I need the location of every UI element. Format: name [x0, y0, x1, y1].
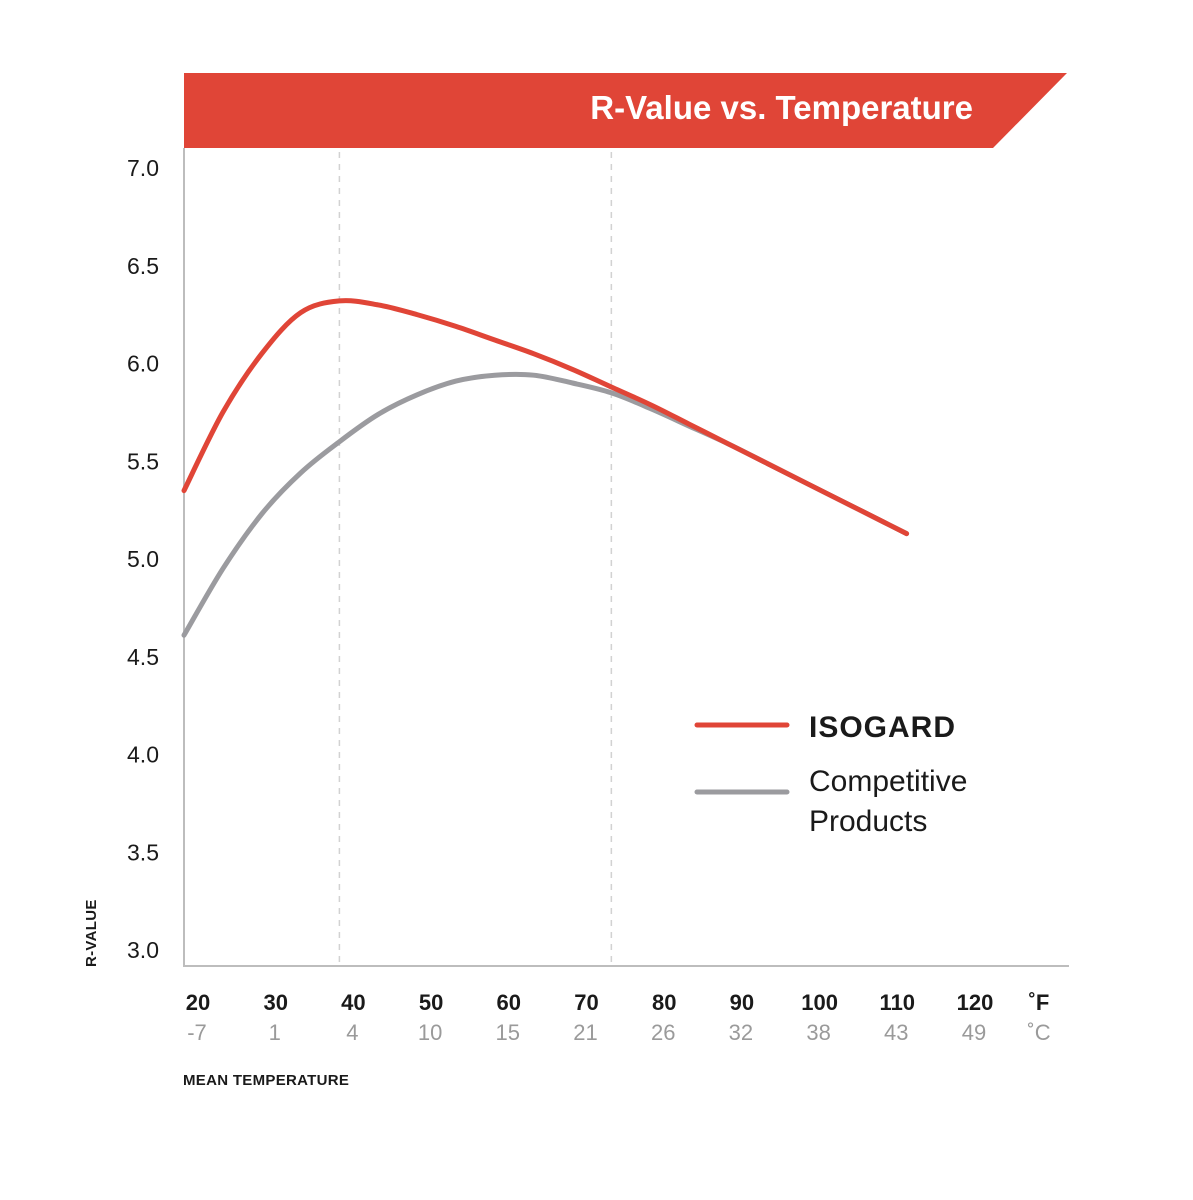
- x-tick-label-c: 43: [884, 1020, 908, 1045]
- x-tick-label-c: 32: [729, 1020, 753, 1045]
- x-unit-c: ˚C: [1027, 1020, 1050, 1045]
- x-tick-label-f: 60: [497, 990, 521, 1015]
- x-axis-ticks: 20 -7 30 1 40 4 50 10 60 15 70 21 80 26 90 32 100 38 110 43…: [186, 990, 1051, 1045]
- reference-lines: [338, 152, 613, 966]
- x-axis-label: MEAN TEMPERATURE: [183, 1072, 349, 1089]
- y-tick-label: 5.0: [127, 546, 159, 572]
- y-tick-label: 4.0: [127, 742, 159, 768]
- legend-label-line: Products: [809, 805, 927, 838]
- x-tick-label-c: 49: [962, 1020, 986, 1045]
- x-tick-label-f: 50: [419, 990, 443, 1015]
- y-tick-label: 6.0: [127, 351, 159, 377]
- legend-label-line: Competitive: [809, 765, 967, 798]
- x-tick-label-c: 26: [651, 1020, 675, 1045]
- y-tick-label: 4.5: [127, 644, 159, 670]
- y-tick-label: 7.0: [127, 155, 159, 181]
- y-tick-label: 3.0: [127, 937, 159, 963]
- y-axis-ticks: 7.0 6.5 6.0 5.5 5.0 4.5 4.0 3.5 3.0: [127, 155, 159, 963]
- y-tick-label: 5.5: [127, 448, 159, 474]
- x-tick-label-f: 110: [880, 990, 916, 1015]
- x-unit-f: ˚F: [1029, 990, 1050, 1015]
- x-tick-label-c: 38: [806, 1020, 830, 1045]
- x-tick-label-c: 21: [573, 1020, 597, 1045]
- x-tick-label-c: -7: [187, 1020, 207, 1045]
- y-tick-label: 3.5: [127, 839, 159, 865]
- x-tick-label-f: 30: [263, 990, 287, 1015]
- y-tick-label: 6.5: [127, 253, 159, 279]
- x-tick-label-f: 20: [186, 990, 210, 1015]
- legend-label-isogard: ISOGARD: [809, 711, 956, 744]
- x-tick-label-f: 100: [801, 990, 838, 1015]
- x-tick-label-c: 4: [346, 1020, 358, 1045]
- x-tick-label-f: 40: [341, 990, 365, 1015]
- y-axis-label: R-VALUE: [83, 899, 100, 967]
- x-tick-label-c: 15: [496, 1020, 520, 1045]
- series-layer: [181, 298, 910, 638]
- x-tick-label-f: 70: [574, 990, 598, 1015]
- x-tick-label-f: 90: [730, 990, 754, 1015]
- axes: [183, 148, 1069, 967]
- legend: ISOGARD Competitive Products: [694, 711, 967, 838]
- chart-title: R-Value vs. Temperature: [590, 89, 973, 126]
- x-tick-label-f: 80: [652, 990, 676, 1015]
- x-tick-label-f: 120: [957, 990, 994, 1015]
- x-tick-label-c: 1: [269, 1020, 281, 1045]
- title-banner: R-Value vs. Temperature: [184, 73, 1067, 148]
- x-tick-label-c: 10: [418, 1020, 442, 1045]
- legend-label-competitive: Competitive Products: [809, 765, 967, 838]
- series-line-competitive: [181, 371, 910, 638]
- series-line-isogard: [181, 298, 910, 537]
- title-banner-shape: [184, 73, 1067, 148]
